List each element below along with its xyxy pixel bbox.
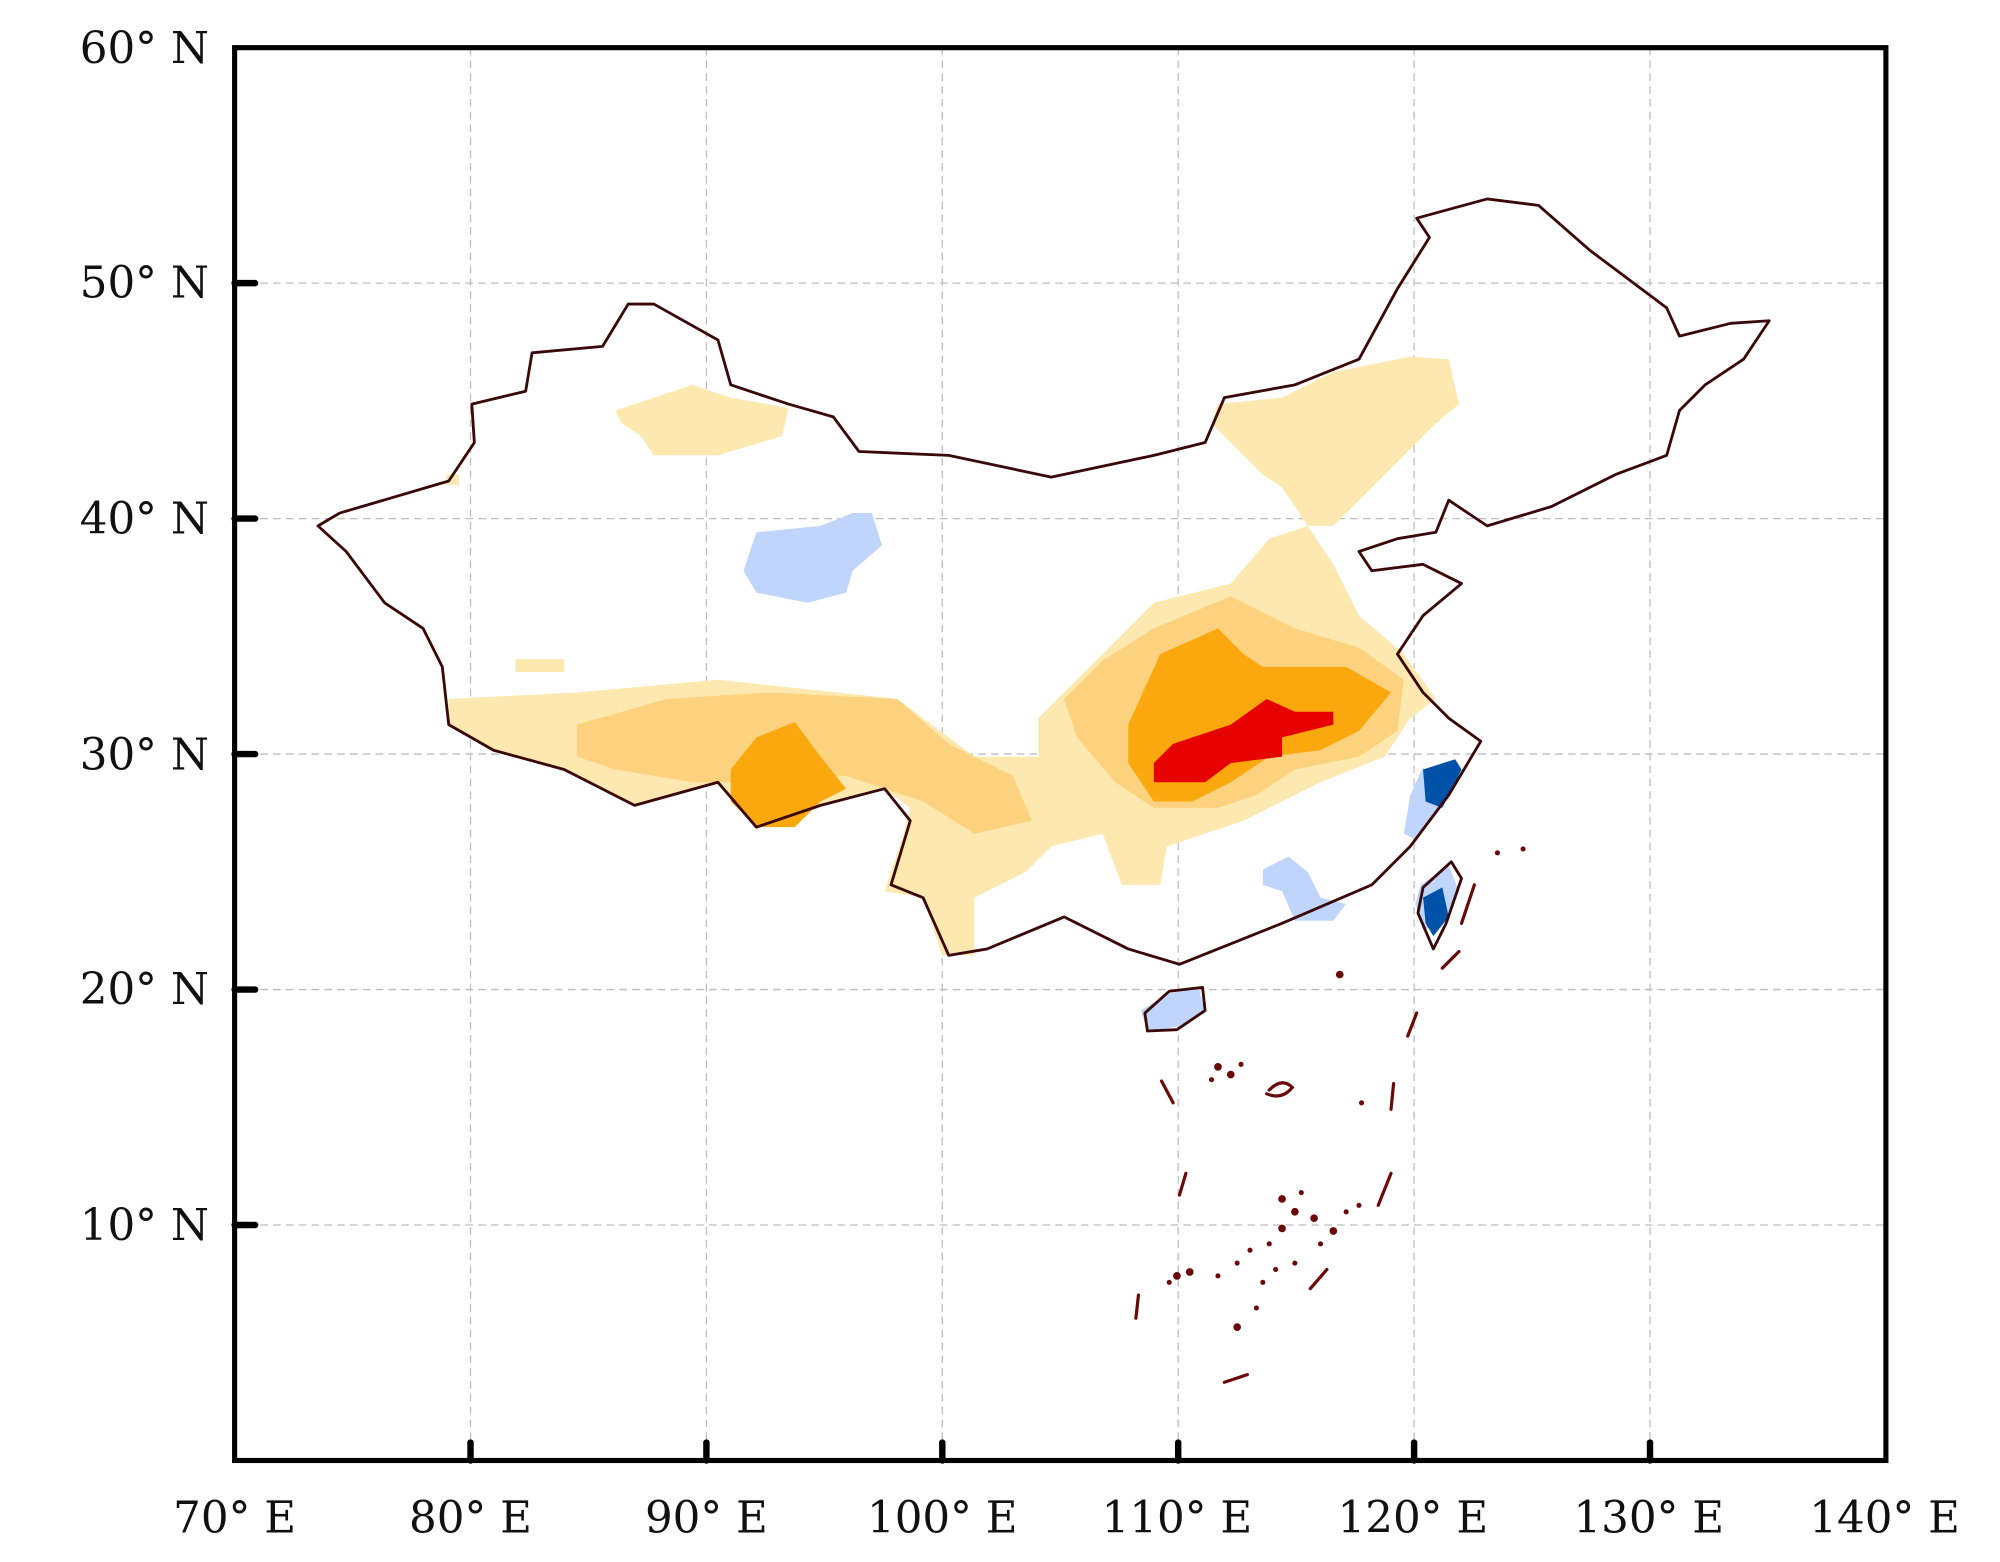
- region-small-2: [515, 659, 565, 673]
- taiwan-border: [1416, 860, 1463, 951]
- hainan-border: [1143, 986, 1207, 1033]
- x-tick-label: 120° E: [1338, 1493, 1489, 1543]
- y-tick-label: 40° N: [80, 495, 209, 545]
- y-tick-label: 30° N: [80, 730, 209, 780]
- south-china-sea-islands: [1134, 846, 1526, 1384]
- x-tick-label: 140° E: [1809, 1493, 1960, 1543]
- x-tick-label: 110° E: [1102, 1493, 1253, 1543]
- region-small-1: [446, 474, 459, 485]
- x-tick-label: 70° E: [173, 1493, 296, 1543]
- axis-ticks: [231, 279, 1654, 1464]
- y-tick-label: 60° N: [80, 24, 209, 74]
- x-axis-labels: 70° E 80° E 90° E 100° E 110° E 120° E 1…: [173, 1493, 1960, 1543]
- region-xinjiang: [615, 384, 789, 456]
- strong-positive-regions: [1153, 698, 1334, 783]
- x-tick-label: 80° E: [409, 1493, 532, 1543]
- y-tick-label: 20° N: [80, 965, 209, 1015]
- y-axis-labels: 60° N 50° N 40° N 30° N 20° N 10° N: [80, 24, 209, 1251]
- x-tick-label: 90° E: [645, 1493, 768, 1543]
- anomaly-field: [446, 356, 1462, 1033]
- china-boundary: [316, 197, 1771, 1033]
- y-tick-label: 50° N: [80, 259, 209, 309]
- negative-high-regions: [1423, 759, 1462, 937]
- x-tick-label: 100° E: [867, 1493, 1018, 1543]
- y-tick-label: 10° N: [80, 1201, 209, 1251]
- region-northeast: [1211, 356, 1459, 526]
- mainland-border: [316, 197, 1771, 966]
- x-tick-label: 130° E: [1573, 1493, 1724, 1543]
